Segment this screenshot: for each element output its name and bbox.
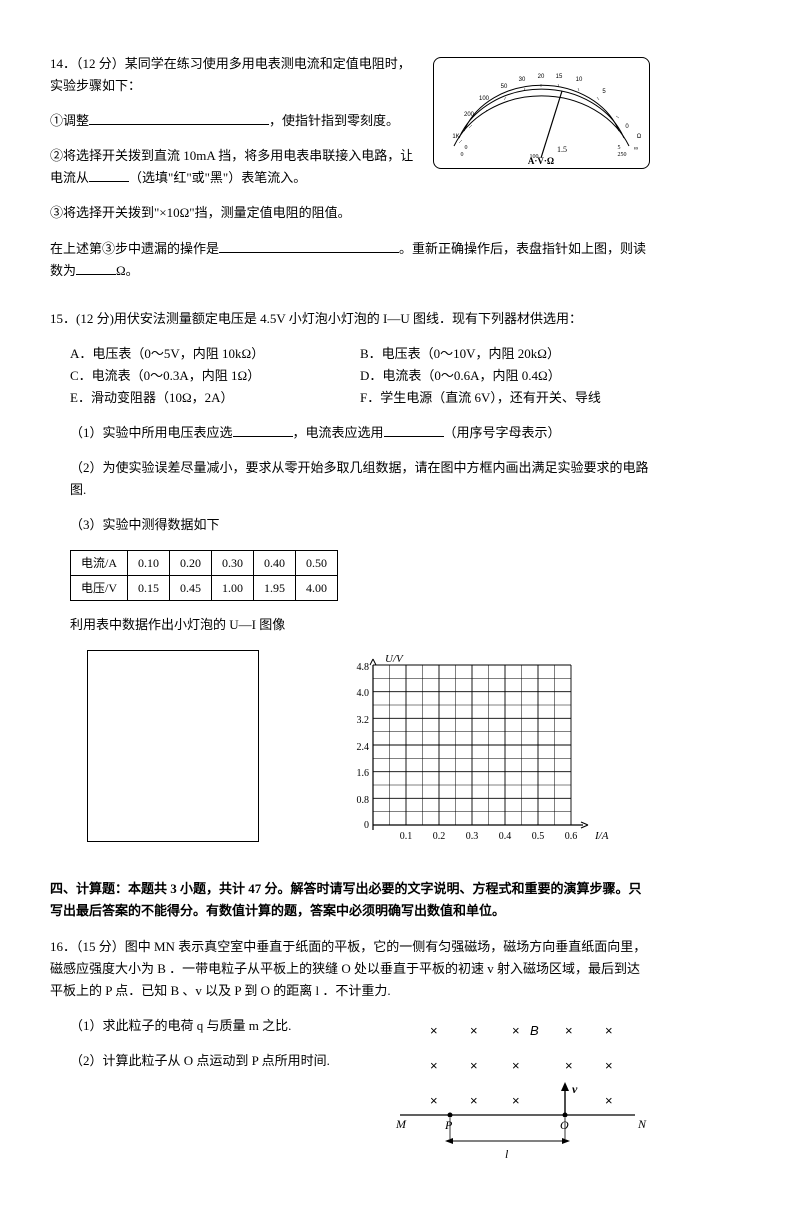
opt-b: B．电压表（0～10V，内阻 20kΩ） xyxy=(360,343,650,365)
q15-p1: （1）实验中所用电压表应选，电流表应选用（用序号字母表示） xyxy=(70,422,650,444)
svg-text:15: 15 xyxy=(556,74,563,80)
svg-text:1.5: 1.5 xyxy=(557,145,567,154)
svg-text:M: M xyxy=(395,1117,407,1131)
opt-e: E．滑动变阻器（10Ω，2A） xyxy=(70,387,360,409)
svg-text:30: 30 xyxy=(519,77,526,83)
svg-text:l: l xyxy=(505,1147,509,1161)
circuit-box[interactable] xyxy=(87,650,259,842)
svg-text:×: × xyxy=(430,1058,438,1073)
svg-text:×: × xyxy=(430,1093,438,1108)
opt-d: D．电流表（0～0.6A，内阻 0.4Ω） xyxy=(360,365,650,387)
svg-text:250: 250 xyxy=(618,152,627,158)
svg-text:3.2: 3.2 xyxy=(357,715,370,726)
svg-text:×: × xyxy=(470,1093,478,1108)
svg-text:10: 10 xyxy=(576,77,583,83)
svg-text:100: 100 xyxy=(479,96,490,102)
q14: 1K200100 503020 15105 0 Ω ∞ 1.5 A·V·Ω 01… xyxy=(50,53,650,282)
q16-stem: 16．（15 分）图中 MN 表示真空室中垂直于纸面的平板，它的一侧有匀强磁场，… xyxy=(50,936,650,1002)
svg-text:0: 0 xyxy=(364,820,369,831)
svg-text:×: × xyxy=(605,1058,613,1073)
svg-text:P: P xyxy=(444,1118,453,1132)
svg-text:0.3: 0.3 xyxy=(466,831,479,842)
q15-figures: U/V 0 0.8 1.6 2.4 3.2 4.0 4.8 0.1 0.2 xyxy=(50,650,650,860)
ylabel: U/V xyxy=(385,653,404,665)
q15-options: A．电压表（0～5V，内阻 10kΩ）B．电压表（0～10V，内阻 20kΩ） … xyxy=(70,343,650,409)
blank[interactable] xyxy=(233,423,293,437)
svg-text:×: × xyxy=(430,1023,438,1038)
table-row: 电压/V0.150.451.001.954.00 xyxy=(71,575,338,600)
svg-text:50: 50 xyxy=(501,84,508,90)
svg-text:×: × xyxy=(565,1023,573,1038)
x-marks: × × × × × × × × × × × × × × xyxy=(430,1023,613,1108)
svg-text:∞: ∞ xyxy=(634,146,638,152)
svg-text:0.1: 0.1 xyxy=(400,831,413,842)
multimeter-svg: 1K200100 503020 15105 0 Ω ∞ 1.5 A·V·Ω 01… xyxy=(434,58,649,168)
svg-text:×: × xyxy=(605,1093,613,1108)
svg-text:0: 0 xyxy=(625,124,629,130)
svg-text:0.2: 0.2 xyxy=(433,831,446,842)
svg-text:1.6: 1.6 xyxy=(357,768,370,779)
multimeter-figure: 1K200100 503020 15105 0 Ω ∞ 1.5 A·V·Ω 01… xyxy=(433,57,650,169)
xlabel: I/A xyxy=(594,830,609,842)
blank[interactable] xyxy=(89,168,129,182)
svg-text:v: v xyxy=(572,1082,578,1096)
svg-text:×: × xyxy=(512,1058,520,1073)
svg-text:B: B xyxy=(530,1023,539,1038)
svg-text:×: × xyxy=(470,1023,478,1038)
svg-text:200: 200 xyxy=(464,112,475,118)
blank[interactable] xyxy=(76,261,116,275)
svg-text:0.5: 0.5 xyxy=(532,831,545,842)
q15-p2: （2）为使实验误差尽量减小，要求从零开始多取几组数据，请在图中方框内画出满足实验… xyxy=(70,457,650,501)
svg-text:0.8: 0.8 xyxy=(357,795,370,806)
q15-p3: （3）实验中测得数据如下 xyxy=(70,514,650,536)
svg-text:4.8: 4.8 xyxy=(357,662,370,673)
q14-step3: ③将选择开关拨到"×10Ω"挡，测量定值电阻的阻值。 xyxy=(50,202,650,224)
svg-text:0.6: 0.6 xyxy=(565,831,578,842)
svg-text:×: × xyxy=(605,1023,613,1038)
q16-figure: × × × × × × × × × × × × × × B M N P O v l xyxy=(390,1015,650,1165)
svg-text:2.4: 2.4 xyxy=(357,742,370,753)
blank[interactable] xyxy=(89,111,269,125)
blank[interactable] xyxy=(219,239,399,253)
svg-text:100: 100 xyxy=(530,154,539,160)
svg-text:5: 5 xyxy=(618,145,621,151)
q15-table: 电流/A0.100.200.300.400.50 电压/V0.150.451.0… xyxy=(70,550,338,602)
svg-text:0: 0 xyxy=(465,145,468,151)
svg-text:×: × xyxy=(512,1023,520,1038)
opt-f: F．学生电源（直流 6V），还有开关、导线 xyxy=(360,387,650,409)
svg-text:×: × xyxy=(470,1058,478,1073)
svg-text:O: O xyxy=(560,1118,569,1132)
svg-text:N: N xyxy=(637,1117,647,1131)
table-row: 电流/A0.100.200.300.400.50 xyxy=(71,550,338,575)
svg-text:Ω: Ω xyxy=(637,134,642,140)
svg-text:20: 20 xyxy=(538,74,545,80)
svg-text:×: × xyxy=(512,1093,520,1108)
svg-text:×: × xyxy=(565,1058,573,1073)
svg-text:0.4: 0.4 xyxy=(499,831,512,842)
q15-stem: 15．(12 分)用伏安法测量额定电压是 4.5V 小灯泡小灯泡的 I—U 图线… xyxy=(50,308,650,330)
q15-p4: 利用表中数据作出小灯泡的 U—I 图像 xyxy=(70,614,650,636)
q14-step4: 在上述第③步中遗漏的操作是。重新正确操作后，表盘指针如上图，则读数为Ω。 xyxy=(50,238,650,282)
svg-text:1K: 1K xyxy=(452,134,459,140)
svg-text:4.0: 4.0 xyxy=(357,688,370,699)
svg-text:0: 0 xyxy=(461,152,464,158)
svg-text:5: 5 xyxy=(602,89,606,95)
q16: 16．（15 分）图中 MN 表示真空室中垂直于纸面的平板，它的一侧有匀强磁场，… xyxy=(50,936,650,1165)
opt-c: C．电流表（0～0.3A，内阻 1Ω） xyxy=(70,365,360,387)
opt-a: A．电压表（0～5V，内阻 10kΩ） xyxy=(70,343,360,365)
blank[interactable] xyxy=(384,423,444,437)
section4-title: 四、计算题：本题共 3 小题，共计 47 分。解答时请写出必要的文字说明、方程式… xyxy=(50,878,650,922)
ui-grid-chart: U/V 0 0.8 1.6 2.4 3.2 4.0 4.8 0.1 0.2 xyxy=(333,650,613,860)
q15: 15．(12 分)用伏安法测量额定电压是 4.5V 小灯泡小灯泡的 I—U 图线… xyxy=(50,308,650,861)
